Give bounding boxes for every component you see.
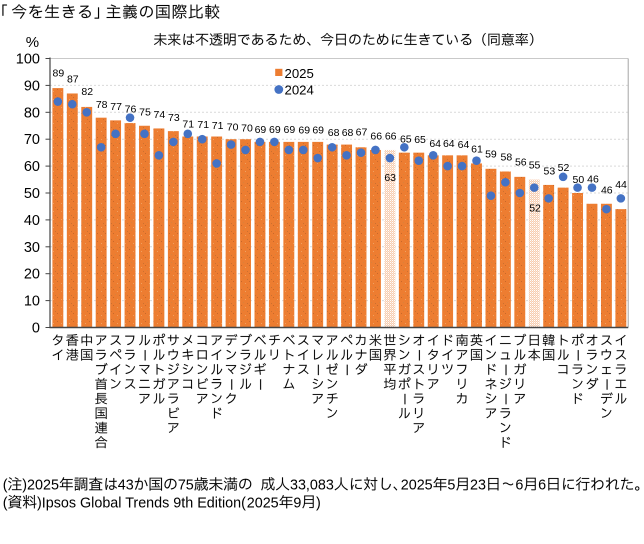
svg-text:70: 70 (24, 132, 40, 148)
svg-text:2025: 2025 (285, 66, 314, 81)
svg-text:(: ( (3, 478, 8, 494)
svg-text:100: 100 (16, 52, 40, 68)
svg-text:66: 66 (370, 131, 382, 143)
svg-text:6: 6 (538, 478, 546, 494)
svg-text:40: 40 (24, 213, 40, 229)
svg-text:70: 70 (227, 122, 239, 134)
svg-text:69: 69 (298, 124, 310, 136)
svg-text:80: 80 (24, 105, 40, 121)
svg-text:50: 50 (573, 174, 585, 186)
svg-text:64: 64 (429, 138, 441, 150)
svg-text:23: 23 (470, 478, 486, 494)
svg-text:87: 87 (67, 74, 79, 86)
svg-text:68: 68 (328, 127, 340, 139)
svg-text:33,083: 33,083 (290, 478, 334, 494)
svg-text:2024: 2024 (285, 83, 314, 98)
svg-text:69: 69 (283, 124, 295, 136)
svg-text:73: 73 (168, 112, 180, 124)
svg-text:60: 60 (24, 159, 40, 175)
svg-text:55: 55 (529, 160, 541, 172)
svg-text:71: 71 (197, 119, 209, 131)
svg-text:90: 90 (24, 78, 40, 94)
svg-text:46: 46 (601, 185, 613, 197)
svg-text:65: 65 (400, 134, 412, 146)
svg-text:71: 71 (182, 118, 194, 130)
svg-text:%: % (26, 34, 39, 51)
svg-text:43: 43 (118, 478, 134, 494)
svg-text:78: 78 (96, 99, 108, 111)
svg-text:30: 30 (24, 240, 40, 256)
svg-text:75: 75 (178, 478, 194, 494)
svg-text:10: 10 (24, 294, 40, 310)
svg-text:77: 77 (110, 101, 122, 113)
svg-text:66: 66 (385, 131, 397, 143)
svg-text:58: 58 (501, 151, 513, 163)
svg-text:)Ipsos Global Trends 9th Editi: )Ipsos Global Trends 9th Edition( (37, 495, 246, 511)
svg-text:69: 69 (269, 124, 281, 136)
svg-text:46: 46 (587, 174, 599, 186)
svg-text:69: 69 (255, 124, 267, 136)
svg-text:50: 50 (24, 186, 40, 202)
svg-text:0: 0 (32, 321, 40, 337)
svg-text:44: 44 (615, 179, 627, 191)
svg-text:64: 64 (443, 138, 455, 150)
svg-text:5: 5 (447, 478, 455, 494)
svg-text:)2025: )2025 (22, 478, 59, 494)
svg-text:56: 56 (515, 156, 527, 168)
svg-text:82: 82 (81, 86, 93, 98)
svg-text:64: 64 (458, 139, 470, 151)
svg-text:67: 67 (356, 127, 368, 139)
svg-text:89: 89 (53, 68, 65, 80)
svg-text:69: 69 (312, 125, 324, 137)
svg-text:68: 68 (342, 127, 354, 139)
svg-text:52: 52 (529, 203, 541, 215)
svg-text:2025: 2025 (401, 478, 433, 494)
svg-text:63: 63 (384, 172, 396, 184)
svg-text:75: 75 (139, 106, 151, 118)
svg-text:74: 74 (154, 109, 166, 121)
svg-text:(: ( (3, 495, 8, 511)
svg-text:9: 9 (293, 495, 301, 511)
svg-text:65: 65 (414, 134, 426, 146)
svg-text:): ) (316, 495, 321, 511)
svg-text:76: 76 (125, 104, 137, 116)
svg-text:59: 59 (485, 148, 497, 160)
svg-text:6: 6 (515, 478, 523, 494)
svg-text:71: 71 (212, 120, 224, 132)
svg-text:61: 61 (471, 143, 483, 155)
svg-text:53: 53 (544, 166, 556, 178)
svg-text:70: 70 (241, 122, 253, 134)
svg-text:52: 52 (558, 162, 570, 174)
svg-text:2025: 2025 (247, 495, 279, 511)
svg-text:20: 20 (24, 267, 40, 283)
